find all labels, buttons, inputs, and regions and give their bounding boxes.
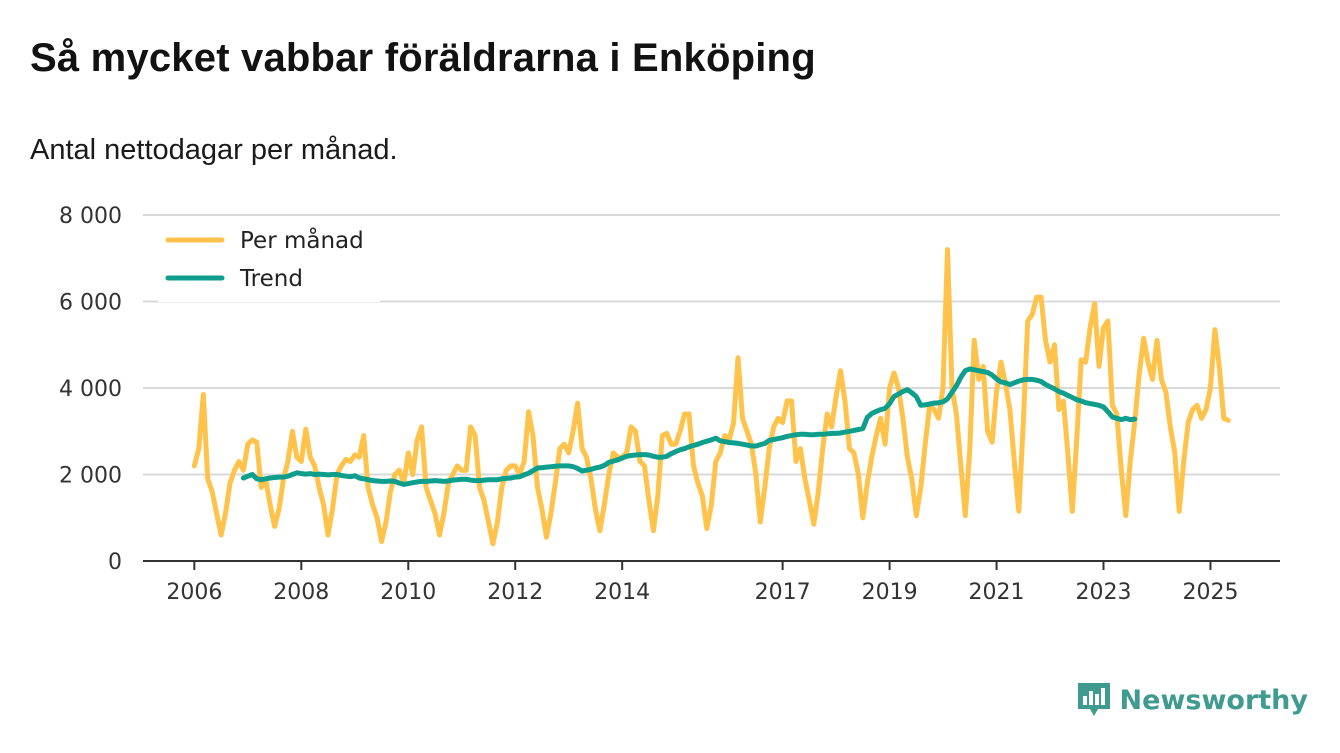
x-axis-ticks: 2006 2008 2010 2012 2014 2017 2019 2021 2023 2025 bbox=[166, 561, 1238, 605]
brand-name: Newsworthy bbox=[1119, 684, 1308, 716]
y-tick-label: 2 000 bbox=[59, 464, 122, 489]
chart-subtitle: Antal nettodagar per månad. bbox=[30, 134, 398, 166]
x-tick-label: 2014 bbox=[594, 580, 650, 605]
y-tick-label: 4 000 bbox=[59, 377, 122, 402]
x-tick-label: 2006 bbox=[166, 580, 222, 605]
chart-title: Så mycket vabbar föräldrarna i Enköping bbox=[30, 36, 816, 80]
legend-label-trend: Trend bbox=[239, 266, 303, 292]
y-tick-label: 8 000 bbox=[59, 204, 122, 229]
series-lines bbox=[191, 247, 1231, 547]
x-tick-label: 2023 bbox=[1076, 580, 1132, 605]
x-tick-label: 2012 bbox=[487, 580, 543, 605]
x-tick-label: 2021 bbox=[969, 580, 1025, 605]
y-tick-label: 0 bbox=[108, 550, 122, 575]
x-tick-label: 2025 bbox=[1182, 580, 1238, 605]
y-tick-label: 6 000 bbox=[59, 291, 122, 316]
legend: Per månad Trend bbox=[158, 220, 380, 302]
x-tick-label: 2017 bbox=[755, 580, 811, 605]
newsworthy-logo-icon bbox=[1077, 683, 1110, 716]
y-axis-ticks: 0 2 000 4 000 6 000 8 000 bbox=[59, 204, 122, 575]
trend-series-line bbox=[240, 366, 1138, 487]
x-tick-label: 2019 bbox=[862, 580, 918, 605]
legend-background bbox=[158, 220, 380, 302]
x-tick-label: 2008 bbox=[273, 580, 329, 605]
x-tick-label: 2010 bbox=[380, 580, 436, 605]
brand-logo[interactable]: Newsworthy bbox=[1077, 683, 1308, 717]
legend-label-per-manad: Per månad bbox=[240, 226, 364, 254]
monthly-series-line bbox=[191, 247, 1231, 547]
